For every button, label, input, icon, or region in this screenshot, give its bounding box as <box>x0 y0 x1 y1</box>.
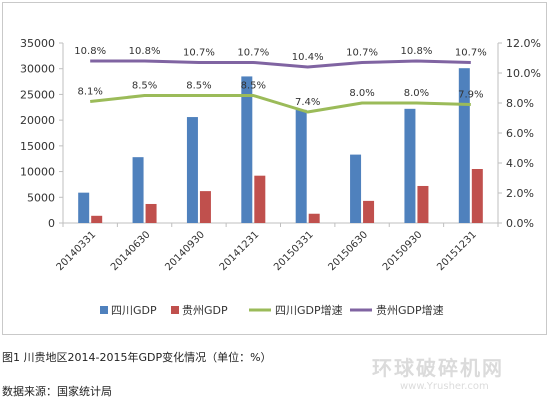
bar-guizhou-gdp <box>145 203 157 223</box>
x-axis-tick-label: 20140630 <box>109 229 153 273</box>
left-axis-tick-label: 30000 <box>20 63 55 76</box>
data-label-guizhou-growth: 10.8% <box>74 46 106 57</box>
data-label-sichuan-growth: 8.1% <box>77 87 102 98</box>
data-label-sichuan-growth: 8.5% <box>241 81 266 92</box>
bar-guizhou-gdp <box>254 175 266 223</box>
left-axis-tick-label: 5000 <box>27 191 55 204</box>
legend-swatch <box>100 306 108 314</box>
bar-guizhou-gdp <box>417 185 429 223</box>
left-axis-tick-label: 0 <box>48 217 55 230</box>
line-guizhou-growth <box>90 59 471 69</box>
x-axis-tick-label: 20150630 <box>326 229 370 273</box>
bar-guizhou-gdp <box>471 169 483 223</box>
bar-sichuan-gdp <box>78 192 90 223</box>
data-label-sichuan-growth: 8.0% <box>349 88 374 99</box>
right-axis-tick-label: 8.0% <box>506 97 534 110</box>
legend-swatch <box>171 306 179 314</box>
data-label-guizhou-growth: 10.7% <box>455 48 487 59</box>
bar-guizhou-gdp <box>308 213 320 223</box>
data-label-sichuan-growth: 7.9% <box>458 90 483 101</box>
line-sichuan-growth <box>90 94 471 114</box>
data-label-guizhou-growth: 10.8% <box>401 46 433 57</box>
bar-sichuan-gdp <box>458 68 470 223</box>
right-axis-tick-label: 12.0% <box>506 37 541 50</box>
x-axis-tick-label: 20151231 <box>435 229 479 273</box>
data-label-sichuan-growth: 7.4% <box>295 97 320 108</box>
bar-sichuan-gdp <box>186 117 198 223</box>
right-axis-tick-label: 4.0% <box>506 157 534 170</box>
x-axis-tick-label: 20150331 <box>272 229 316 273</box>
chart: 0 5000 10000 15000 20000 25000 30000 35000 0.0% 2… <box>20 37 541 317</box>
figure-caption: 图1 川贵地区2014-2015年GDP变化情况（单位：%） <box>2 351 272 364</box>
bar-guizhou-gdp <box>363 200 375 223</box>
legend-label: 贵州GDP增速 <box>376 303 444 317</box>
source-caption: 数据来源：国家统计局 <box>2 385 112 398</box>
right-axis-tick-label: 10.0% <box>506 67 541 80</box>
data-label-guizhou-growth: 10.4% <box>292 52 324 63</box>
left-axis-tick-label: 35000 <box>20 37 55 50</box>
legend-label: 四川GDP <box>111 304 157 317</box>
chart-frame: 0 5000 10000 15000 20000 25000 30000 35000 0.0% 2… <box>2 2 547 335</box>
watermark-text: 环球破碎机网 <box>372 356 504 380</box>
left-axis-tick-label: 10000 <box>20 166 55 179</box>
right-axis-tick-label: 2.0% <box>506 187 534 200</box>
data-label-sichuan-growth: 8.0% <box>404 88 429 99</box>
data-label-guizhou-growth: 10.7% <box>346 48 378 59</box>
bar-sichuan-gdp <box>132 157 144 223</box>
watermark: 环球破碎机网 www.Yrusher.com <box>372 352 542 392</box>
bar-sichuan-gdp <box>350 154 362 223</box>
right-axis-tick-label: 0.0% <box>506 217 534 230</box>
data-label-sichuan-growth: 8.5% <box>186 81 211 92</box>
left-axis-tick-label: 15000 <box>20 140 55 153</box>
x-axis-tick-label: 20140930 <box>163 229 207 273</box>
data-label-guizhou-growth: 10.7% <box>183 48 215 59</box>
bar-sichuan-gdp <box>241 76 253 223</box>
x-axis-tick-label: 20150930 <box>381 229 425 273</box>
bar-sichuan-gdp <box>404 108 416 223</box>
bar-guizhou-gdp <box>91 215 103 223</box>
bar-sichuan-gdp <box>295 109 307 223</box>
legend-label: 贵州GDP <box>182 304 228 317</box>
x-axis-tick-label: 20140331 <box>55 229 99 273</box>
data-label-guizhou-growth: 10.8% <box>129 46 161 57</box>
legend-label: 四川GDP增速 <box>275 303 343 317</box>
bar-guizhou-gdp <box>199 191 211 223</box>
data-label-sichuan-growth: 8.5% <box>132 81 157 92</box>
right-axis-tick-label: 6.0% <box>506 127 534 140</box>
data-label-guizhou-growth: 10.7% <box>237 48 269 59</box>
left-axis-tick-label: 20000 <box>20 114 55 127</box>
watermark-url: www.Yrusher.com <box>400 381 489 392</box>
x-axis-tick-label: 20141231 <box>218 229 262 273</box>
left-axis-tick-label: 25000 <box>20 88 55 101</box>
